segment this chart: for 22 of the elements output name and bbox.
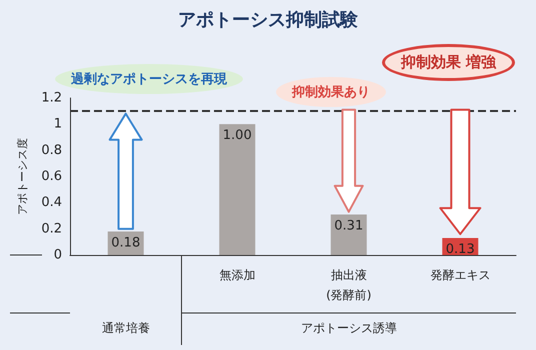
y-axis-title: アポトーシス度 bbox=[16, 138, 29, 215]
data-label: 0.13 bbox=[446, 242, 475, 257]
y-tick-label: 0 bbox=[54, 248, 62, 262]
y-tick-label: 0.2 bbox=[41, 221, 62, 236]
annotation: 抑制効果あり bbox=[276, 77, 386, 107]
data-label: 0.31 bbox=[334, 218, 364, 234]
y-tick-label: 0.6 bbox=[41, 169, 62, 184]
text: 抑制効果 増強 bbox=[382, 44, 516, 81]
bar bbox=[219, 124, 256, 255]
chart-title: アポトーシス抑制試験 bbox=[178, 10, 359, 30]
x-tick-label: 抽出液 (発酵前) bbox=[326, 268, 372, 302]
text: 通常培養 bbox=[102, 321, 150, 335]
x-tick-label: 無添加 bbox=[219, 268, 256, 282]
y-tick-label: 1.2 bbox=[41, 90, 62, 106]
data-label: 1.00 bbox=[222, 128, 252, 144]
y-tick-label: 0.8 bbox=[41, 142, 62, 158]
data-label: 0.18 bbox=[111, 235, 140, 250]
text: 過剰なアポトーシスを再現 bbox=[71, 72, 227, 87]
x-tick-label: 発酵エキス bbox=[430, 268, 490, 282]
y-tick-label: 1 bbox=[54, 116, 62, 132]
text: アポトーシス誘導 bbox=[300, 321, 397, 335]
y-tick-label: 0.4 bbox=[41, 195, 62, 210]
